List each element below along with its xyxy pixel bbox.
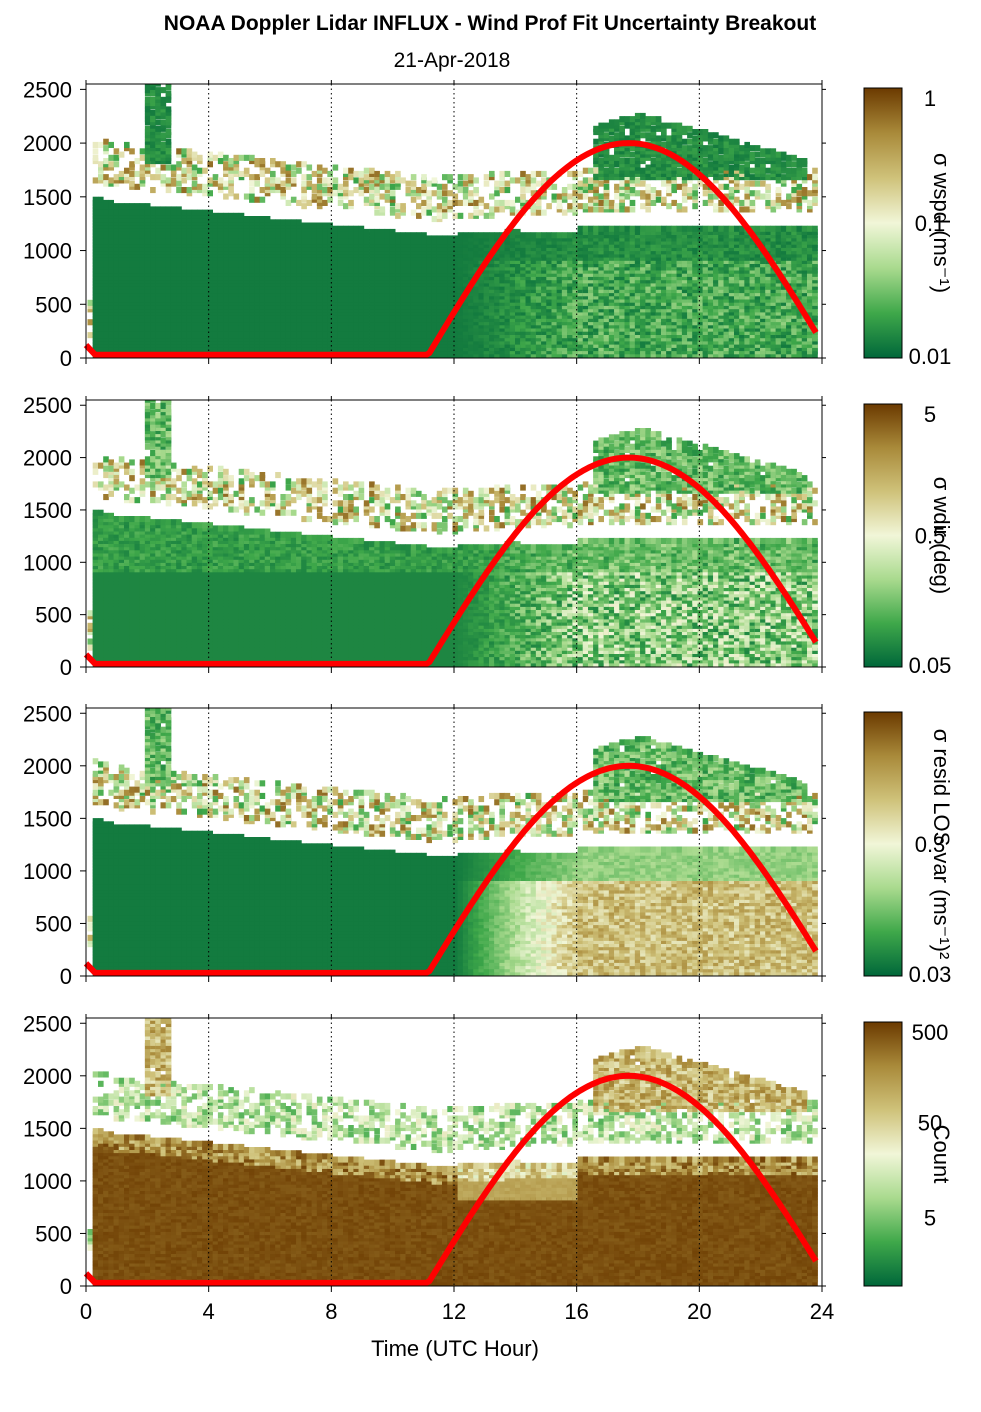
colorbar-tick-label: 50 xyxy=(918,1110,942,1135)
y-tick-label: 2500 xyxy=(23,77,72,102)
x-tick-label: 0 xyxy=(80,1299,92,1324)
y-tick-label: 1500 xyxy=(23,185,72,210)
colorbar xyxy=(863,1021,903,1287)
y-tick-label: 2000 xyxy=(23,754,72,779)
y-tick-label: 1500 xyxy=(23,806,72,831)
colorbar-tick-label: 500 xyxy=(912,1020,949,1045)
colorbar-tick-label: 0.05 xyxy=(909,653,952,678)
heatmap-cells xyxy=(87,1018,818,1286)
heatmap-cells xyxy=(87,400,818,667)
y-tick-label: 500 xyxy=(35,911,72,936)
heatmap-cells xyxy=(87,84,818,358)
panel-3: 0 500 1000 1500 2000 2500 0.3 0.03σ resid LOS v… xyxy=(23,701,954,989)
colorbar-label: σ wdir (deg) xyxy=(929,477,954,595)
y-tick-label: 0 xyxy=(60,1274,72,1299)
y-tick-label: 1000 xyxy=(23,550,72,575)
colorbar-label: Count xyxy=(929,1125,954,1184)
colorbar-tick-label: 5 xyxy=(924,402,936,427)
y-tick-label: 0 xyxy=(60,346,72,371)
colorbar-label: σ wspd (ms⁻¹) xyxy=(929,153,954,293)
y-tick-label: 1000 xyxy=(23,1169,72,1194)
panel-4: 0 500 1000 1500 2000 2500 0 4 8 12 16 20 24 500 50 5 Cou… xyxy=(23,1011,954,1324)
colorbar-tick-label: 0.3 xyxy=(915,832,946,857)
x-tick-label: 8 xyxy=(325,1299,337,1324)
y-tick-label: 500 xyxy=(35,1221,72,1246)
x-axis-label: Time (UTC Hour) xyxy=(371,1336,539,1361)
colorbar-tick-label: 0.5 xyxy=(915,524,946,549)
x-tick-label: 24 xyxy=(810,1299,834,1324)
x-tick-label: 4 xyxy=(203,1299,215,1324)
colorbar-label: σ resid LOS var (ms⁻¹)² xyxy=(929,729,954,960)
colorbar-tick-label: 0.03 xyxy=(909,962,952,987)
x-tick-label: 16 xyxy=(564,1299,588,1324)
y-tick-label: 0 xyxy=(60,655,72,680)
heatmap-cells xyxy=(87,708,818,976)
overlay-curve xyxy=(83,140,819,358)
y-tick-label: 500 xyxy=(35,603,72,628)
y-tick-label: 2500 xyxy=(23,701,72,726)
y-tick-label: 1000 xyxy=(23,239,72,264)
colorbar-tick-label: 5 xyxy=(924,1205,936,1230)
panel-2: 0 500 1000 1500 2000 2500 5 0.5 0.05 σ wdir (deg) xyxy=(23,393,954,680)
y-tick-label: 2000 xyxy=(23,446,72,471)
y-tick-label: 2000 xyxy=(23,1064,72,1089)
panel-1: 0 500 1000 1500 2000 2500 1 0.1 0.01 σ wspd (ms⁻¹… xyxy=(23,77,954,371)
y-tick-label: 1000 xyxy=(23,859,72,884)
chart-subtitle: 21-Apr-2018 xyxy=(394,49,511,72)
colorbar-tick-label: 0.01 xyxy=(909,344,952,369)
x-tick-label: 20 xyxy=(687,1299,711,1324)
colorbar-tick-label: 1 xyxy=(924,86,936,111)
overlay-curve xyxy=(83,762,819,976)
colorbar xyxy=(863,403,903,668)
y-tick-label: 2500 xyxy=(23,393,72,418)
x-tick-label: 12 xyxy=(442,1299,466,1324)
overlay-curve xyxy=(83,454,819,667)
y-tick-label: 1500 xyxy=(23,1116,72,1141)
y-tick-label: 1500 xyxy=(23,498,72,523)
y-tick-label: 0 xyxy=(60,964,72,989)
overlay-curve xyxy=(83,1072,819,1286)
colorbar xyxy=(863,87,903,359)
colorbar-tick-label: 0.1 xyxy=(915,211,946,236)
colorbar xyxy=(863,711,903,977)
y-tick-label: 500 xyxy=(35,292,72,317)
y-tick-label: 2500 xyxy=(23,1011,72,1036)
y-tick-label: 2000 xyxy=(23,131,72,156)
chart-title: NOAA Doppler Lidar INFLUX - Wind Prof Fi… xyxy=(164,12,816,35)
